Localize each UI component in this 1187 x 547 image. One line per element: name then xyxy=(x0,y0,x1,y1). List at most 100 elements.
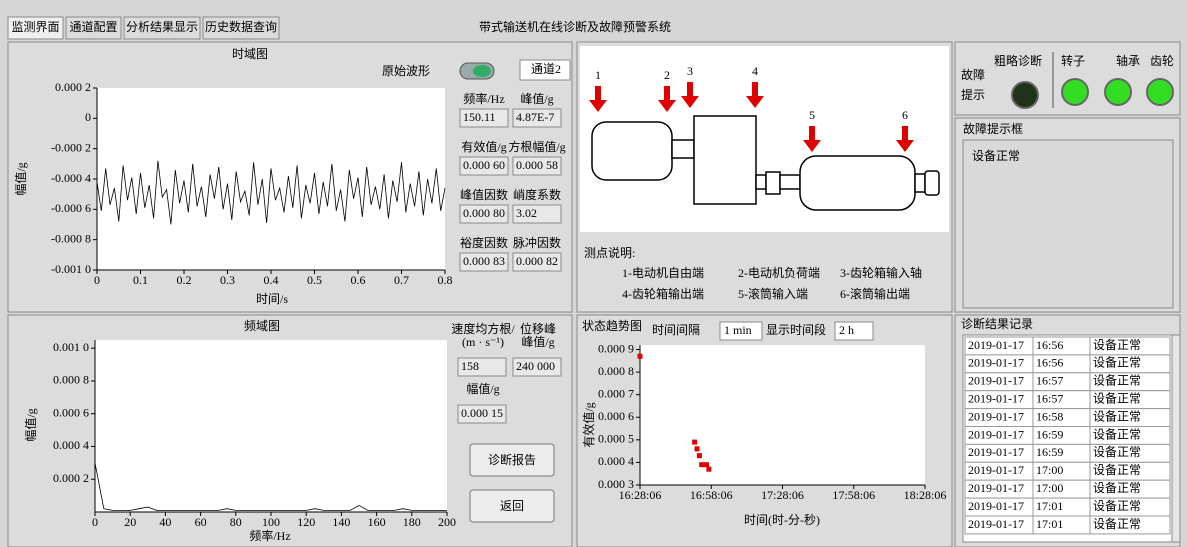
trend-point xyxy=(638,354,643,359)
x-tick-label: 200 xyxy=(438,515,456,529)
scrollbar[interactable] xyxy=(1172,335,1180,542)
table-text: 设备正常 xyxy=(1093,409,1141,423)
y-tick-label: 0.000 5 xyxy=(598,432,634,446)
x-tick-label: 0.4 xyxy=(264,273,279,287)
point-number: 2 xyxy=(664,68,670,82)
trend-point xyxy=(699,462,704,467)
table-text: 17:00 xyxy=(1036,481,1063,495)
measure-label: 位移峰 xyxy=(520,321,556,336)
y-tick-label: -0.000 4 xyxy=(51,171,91,185)
table-text: 16:57 xyxy=(1036,374,1063,388)
toggle-label: 原始波形 xyxy=(382,64,430,78)
interval-label: 时间间隔 xyxy=(652,323,700,337)
y-tick-label: 0.000 4 xyxy=(53,438,89,452)
measure-value: 0.000 15 xyxy=(461,406,503,420)
y-tick-label: 0.000 9 xyxy=(598,341,634,355)
table-text: 2019-01-17 xyxy=(968,517,1024,531)
x-tick-label: 0.7 xyxy=(394,273,409,287)
y-axis-label: 幅值/g xyxy=(13,162,28,195)
indicator-label: 粗略诊断 xyxy=(994,53,1042,68)
y-tick-label: 0 xyxy=(85,110,91,124)
table-text: 2019-01-17 xyxy=(968,409,1024,423)
table-text: 2019-01-17 xyxy=(968,338,1024,352)
y-tick-label: 0.001 0 xyxy=(53,340,89,354)
channel-value: 通道2 xyxy=(531,62,561,76)
y-tick-label: 0.000 7 xyxy=(598,386,634,400)
x-tick-label: 180 xyxy=(403,515,421,529)
y-axis-label: 幅值/g xyxy=(23,408,38,441)
measure-label: 方根幅值/g xyxy=(508,139,565,154)
table-text: 17:01 xyxy=(1036,499,1063,513)
period-label: 显示时间段 xyxy=(766,322,826,337)
y-tick-label: 0.000 2 xyxy=(53,471,89,485)
table-text: 设备正常 xyxy=(1093,499,1141,513)
x-tick-label: 160 xyxy=(368,515,386,529)
y-tick-label: -0.000 6 xyxy=(51,201,91,215)
x-tick-label: 140 xyxy=(332,515,350,529)
table-text: 设备正常 xyxy=(1093,427,1141,441)
x-axis-label: 时间/s xyxy=(256,292,288,306)
table-text: 设备正常 xyxy=(1093,481,1141,495)
fault-title: 提示 xyxy=(961,87,985,102)
y-tick-label: -0.000 8 xyxy=(51,231,91,245)
measure-value: 0.000 82 xyxy=(516,254,558,268)
legend-item: 1-电动机自由端 xyxy=(622,266,704,280)
table-text: 16:57 xyxy=(1036,391,1063,405)
table-text: 设备正常 xyxy=(1093,445,1141,459)
table-text: 设备正常 xyxy=(1093,391,1141,405)
trend-point xyxy=(704,462,709,467)
chart-title: 频域图 xyxy=(244,319,280,333)
trend-point xyxy=(697,453,702,458)
period-value: 2 h xyxy=(839,323,854,337)
table-text: 16:56 xyxy=(1036,338,1063,352)
x-tick-label: 0.1 xyxy=(133,273,148,287)
table-text: 17:00 xyxy=(1036,463,1063,477)
measure-value: 150.11 xyxy=(463,110,496,124)
legend-item: 3-齿轮箱输入轴 xyxy=(840,265,922,280)
indicator-label: 轴承 xyxy=(1116,53,1140,68)
measure-value: 4.87E-7 xyxy=(516,110,554,124)
y-tick-label: 0.000 6 xyxy=(53,405,89,419)
measure-label: 峭度系数 xyxy=(513,187,561,202)
table-text: 设备正常 xyxy=(1093,338,1141,352)
chart-title: 时域图 xyxy=(232,47,268,61)
tab-label: 通道配置 xyxy=(69,20,117,34)
tab-label: 历史数据查询 xyxy=(205,19,277,34)
y-axis-label: 有效值/g xyxy=(581,402,596,447)
measure-label: 频率/Hz xyxy=(463,91,504,106)
indicator-label: 转子 xyxy=(1061,53,1085,68)
button-label: 诊断报告 xyxy=(488,452,536,467)
measure-label: (m · s⁻¹) xyxy=(462,335,504,349)
interval-value: 1 min xyxy=(724,323,752,337)
point-number: 6 xyxy=(902,108,908,122)
box-title: 故障提示框 xyxy=(963,121,1023,136)
trend-point xyxy=(706,467,711,472)
button-label: 返回 xyxy=(500,499,524,513)
measure-value: 0.000 83 xyxy=(463,254,505,268)
table-text: 17:01 xyxy=(1036,517,1063,531)
indicator-label: 齿轮 xyxy=(1150,54,1174,68)
y-tick-label: -0.000 2 xyxy=(51,140,91,154)
x-tick-label: 17:58:06 xyxy=(832,488,875,502)
x-tick-label: 16:58:06 xyxy=(690,488,733,502)
fault-title: 故障 xyxy=(961,67,985,82)
measure-label: 速度均方根/ xyxy=(451,321,515,336)
x-tick-label: 0.6 xyxy=(351,273,366,287)
x-tick-label: 0.2 xyxy=(177,273,192,287)
tab-label: 分析结果显示 xyxy=(126,20,198,34)
plot-area xyxy=(95,340,447,512)
x-tick-label: 0 xyxy=(94,273,100,287)
x-tick-label: 100 xyxy=(262,515,280,529)
x-tick-label: 16:28:06 xyxy=(619,488,662,502)
indicator-led xyxy=(1012,82,1038,108)
x-tick-label: 40 xyxy=(159,515,171,529)
toggle-knob[interactable] xyxy=(473,65,491,77)
indicator-led xyxy=(1105,79,1131,105)
measure-label: 峰值因数 xyxy=(460,187,508,202)
table-text: 16:59 xyxy=(1036,445,1063,459)
measure-label: 峰值/g xyxy=(521,334,554,349)
measure-label: 峰值/g xyxy=(520,91,553,106)
plot-area xyxy=(640,345,925,485)
monitor-screen: 监测界面通道配置分析结果显示历史数据查询带式输送机在线诊断及故障预警系统0.00… xyxy=(0,0,1187,547)
point-number: 4 xyxy=(752,64,758,78)
